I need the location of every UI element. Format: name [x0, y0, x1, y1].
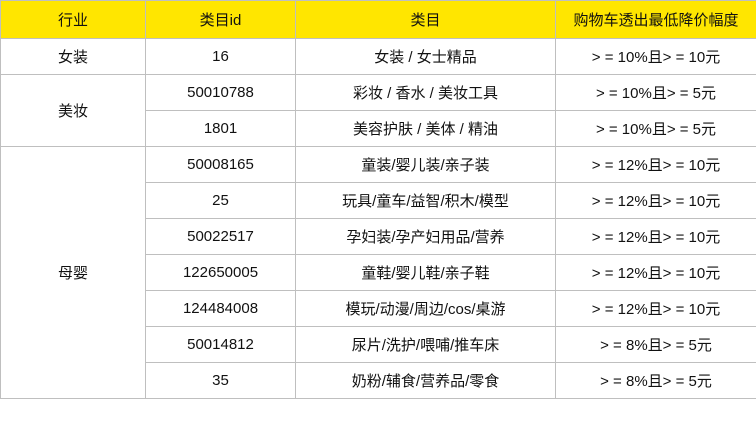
category: 彩妆 / 香水 / 美妆工具	[295, 74, 556, 111]
category-id: 50014812	[145, 326, 296, 363]
table-row: 50014812 尿片/洗护/喂哺/推车床 > = 8%且> = 5元	[1, 326, 756, 363]
category-id: 16	[145, 38, 296, 75]
category-id: 122650005	[145, 254, 296, 291]
category: 孕妇装/孕产妇用品/营养	[295, 218, 556, 255]
min-discount: > = 8%且> = 5元	[555, 362, 756, 399]
table-row: 女装 16 女装 / 女士精品 > = 10%且> = 10元	[0, 38, 756, 75]
table-row: 122650005 童鞋/婴儿鞋/亲子鞋 > = 12%且> = 10元	[1, 254, 756, 291]
category-id: 50022517	[145, 218, 296, 255]
category: 玩具/童车/益智/积木/模型	[295, 182, 556, 219]
table-row: 美妆 50010788 彩妆 / 香水 / 美妆工具 > = 10%且> = 5元	[0, 74, 756, 147]
table-body: 女装 16 女装 / 女士精品 > = 10%且> = 10元 美妆 50010788 彩妆…	[0, 38, 756, 399]
category-id: 124484008	[145, 290, 296, 327]
industry-cell: 女装	[0, 38, 146, 75]
industry-cell: 母婴	[0, 146, 146, 399]
industry-cell: 美妆	[0, 74, 146, 147]
category: 尿片/洗护/喂哺/推车床	[295, 326, 556, 363]
header-cell: 行业	[0, 0, 146, 39]
min-discount: > = 8%且> = 5元	[555, 326, 756, 363]
header-cell: 购物车透出最低降价幅度	[555, 0, 756, 39]
category: 奶粉/辅食/营养品/零食	[295, 362, 556, 399]
category: 美容护肤 / 美体 / 精油	[295, 110, 556, 147]
category-id: 50008165	[145, 146, 296, 183]
header-cell: 类目id	[145, 0, 296, 39]
min-discount: > = 12%且> = 10元	[555, 182, 756, 219]
category: 童装/婴儿装/亲子装	[295, 146, 556, 183]
category-id: 1801	[145, 110, 296, 147]
min-discount: > = 12%且> = 10元	[555, 254, 756, 291]
table-row: 50022517 孕妇装/孕产妇用品/营养 > = 12%且> = 10元	[1, 218, 756, 255]
min-discount: > = 12%且> = 10元	[555, 218, 756, 255]
min-discount: > = 10%且> = 5元	[555, 74, 756, 111]
category-id: 50010788	[145, 74, 296, 111]
category-id: 35	[145, 362, 296, 399]
header-row: 行业 类目id 类目 购物车透出最低降价幅度	[0, 0, 756, 39]
discount-table: 行业 类目id 类目 购物车透出最低降价幅度 女装 16 女装 / 女士精品 > = 10%…	[0, 0, 756, 399]
min-discount: > = 12%且> = 10元	[555, 146, 756, 183]
min-discount: > = 12%且> = 10元	[555, 290, 756, 327]
table-row: 124484008 模玩/动漫/周边/cos/桌游 > = 12%且> = 10元	[1, 290, 756, 327]
category-id: 25	[145, 182, 296, 219]
category: 童鞋/婴儿鞋/亲子鞋	[295, 254, 556, 291]
header-cell: 类目	[295, 0, 556, 39]
table-row: 35 奶粉/辅食/营养品/零食 > = 8%且> = 5元	[1, 362, 756, 399]
table-row: 25 玩具/童车/益智/积木/模型 > = 12%且> = 10元	[1, 182, 756, 219]
table-row: 母婴 50008165 童装/婴儿装/亲子装 > = 12%且> = 10元	[0, 146, 756, 399]
category: 女装 / 女士精品	[295, 38, 556, 75]
min-discount: > = 10%且> = 5元	[555, 110, 756, 147]
category: 模玩/动漫/周边/cos/桌游	[295, 290, 556, 327]
min-discount: > = 10%且> = 10元	[555, 38, 756, 75]
